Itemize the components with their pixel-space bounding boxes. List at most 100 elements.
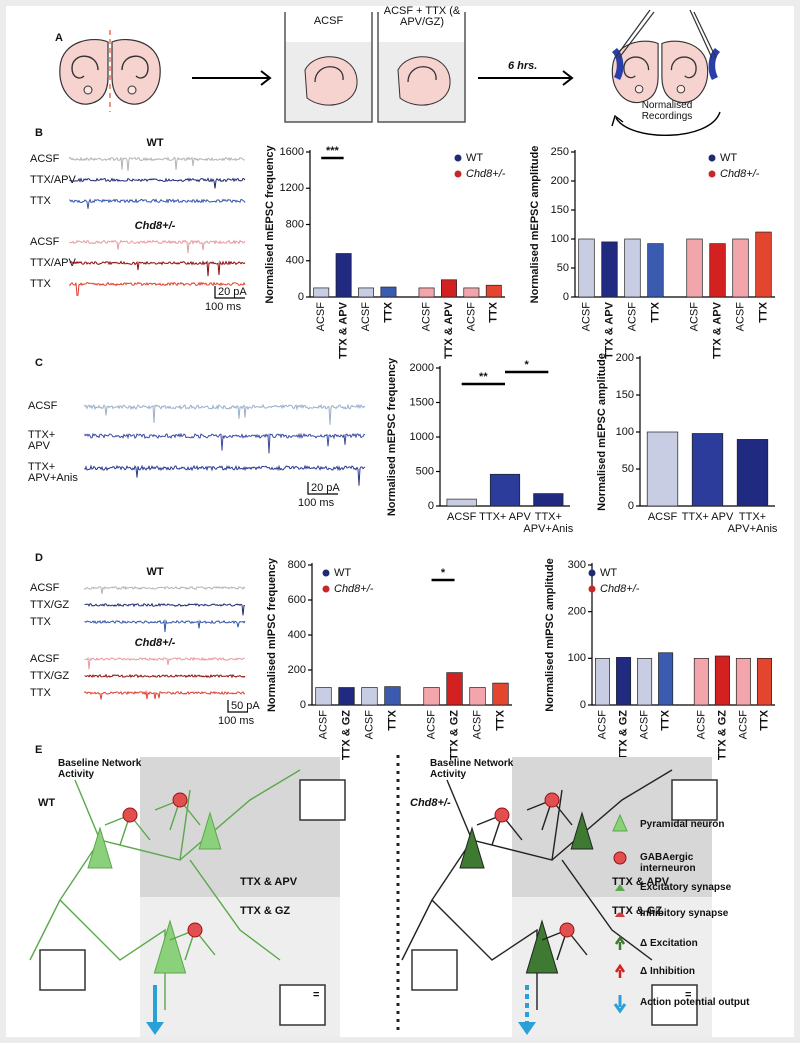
bar bbox=[578, 238, 595, 298]
hippocampus bbox=[623, 56, 650, 79]
trace-label: ACSF bbox=[30, 153, 60, 165]
y-axis-title: Normalised mEPSC amplitude bbox=[529, 146, 541, 304]
x-tick-label: ACSF bbox=[446, 511, 477, 523]
section-title: Baseline Network Activity bbox=[430, 758, 514, 780]
x-tick-label: TTX & APV bbox=[711, 301, 723, 359]
x-tick-label: TTX & APV bbox=[443, 301, 455, 359]
bar bbox=[533, 493, 564, 507]
ap-arrowhead bbox=[518, 1022, 536, 1035]
bar bbox=[756, 657, 772, 706]
x-tick-label: TTX bbox=[660, 709, 672, 730]
ventricle bbox=[127, 85, 137, 95]
hippocampus bbox=[121, 55, 149, 79]
y-tick-label: 800 bbox=[286, 218, 304, 230]
trace bbox=[84, 585, 246, 594]
trace-label: ACSF bbox=[30, 653, 60, 665]
y-tick-label: 0 bbox=[628, 500, 634, 512]
scale-bar bbox=[214, 286, 245, 299]
trace bbox=[69, 156, 246, 172]
bar bbox=[647, 243, 664, 298]
legend-marker bbox=[322, 585, 330, 593]
arrow-label: 6 hrs. bbox=[508, 60, 537, 72]
bar bbox=[361, 687, 378, 706]
y-tick-label: 500 bbox=[416, 465, 434, 477]
legend-label: Chd8+/- bbox=[720, 168, 760, 180]
interneuron bbox=[187, 922, 203, 938]
bar bbox=[489, 473, 521, 507]
genotype-label: Chd8+/- bbox=[410, 797, 451, 809]
bar bbox=[423, 687, 440, 706]
y-tick-label: 400 bbox=[288, 629, 306, 641]
x-tick-label: ACSF bbox=[737, 710, 749, 740]
dendrite bbox=[401, 769, 673, 1010]
legend-marker bbox=[708, 170, 716, 178]
bar bbox=[469, 687, 486, 706]
bar bbox=[380, 286, 397, 298]
y-tick-label: 0 bbox=[428, 500, 434, 512]
interneuron bbox=[122, 807, 138, 823]
x-tick-label: TTX & APV bbox=[338, 301, 350, 359]
legend-marker bbox=[708, 154, 716, 162]
interneuron bbox=[544, 792, 560, 808]
x-tick-label: TTX & GZ bbox=[340, 710, 352, 760]
y-tick-label: 250 bbox=[551, 146, 569, 158]
trace bbox=[84, 464, 366, 486]
bar bbox=[735, 657, 751, 706]
x-tick-label: TTX bbox=[758, 709, 770, 730]
panel-label: C bbox=[35, 357, 43, 369]
trace-label: TTX/APV bbox=[30, 257, 77, 269]
y-tick-label: 2000 bbox=[410, 362, 434, 374]
x-tick-label: TTX & GZ bbox=[716, 710, 728, 760]
bar bbox=[485, 284, 502, 298]
bar bbox=[315, 687, 332, 706]
y-axis-title: Normalised mIPSC amplitude bbox=[544, 558, 556, 711]
trace-label: TTX bbox=[30, 278, 51, 290]
y-axis-title: Normalised mEPSC frequency bbox=[264, 144, 276, 303]
trace-label: ACSF bbox=[28, 400, 58, 412]
y-tick-label: 800 bbox=[288, 559, 306, 571]
brain-hemisphere bbox=[661, 40, 709, 103]
x-tick-label: ACSF bbox=[471, 710, 483, 740]
electrode bbox=[614, 9, 651, 59]
y-tick-label: 600 bbox=[288, 594, 306, 606]
x-tick-label: ACSF bbox=[363, 710, 375, 740]
legend-icon bbox=[615, 912, 625, 917]
bar bbox=[686, 238, 703, 298]
x-tick-label: TTX+ APV+Anis bbox=[523, 511, 574, 535]
legend-icon bbox=[614, 935, 626, 950]
bar bbox=[755, 231, 772, 298]
bar bbox=[358, 287, 375, 298]
legend-label: WT bbox=[720, 152, 737, 164]
trace bbox=[84, 656, 246, 670]
x-tick-label: TTX bbox=[649, 301, 661, 322]
x-tick-label: TTX & APV bbox=[603, 301, 615, 359]
scale-label: 100 ms bbox=[205, 301, 242, 313]
hemisphere bbox=[611, 40, 659, 103]
trace bbox=[84, 403, 366, 425]
brain-hemisphere bbox=[111, 39, 161, 105]
x-tick-label: ACSF bbox=[647, 511, 678, 523]
x-tick-label: TTX bbox=[757, 301, 769, 322]
trace bbox=[69, 239, 246, 254]
x-tick-label: TTX bbox=[386, 709, 398, 730]
ventricle bbox=[634, 84, 644, 94]
pyramidal-neuron bbox=[198, 811, 222, 850]
bar bbox=[732, 238, 749, 298]
hippocampus bbox=[670, 56, 697, 79]
electrode bbox=[618, 11, 655, 59]
condition-label: TTX & APV bbox=[612, 876, 670, 888]
trace-label: ACSF bbox=[30, 236, 60, 248]
bar bbox=[446, 498, 477, 507]
bar bbox=[492, 682, 509, 706]
pyramidal-neuron bbox=[459, 826, 485, 869]
scale-label: 50 pA bbox=[231, 700, 260, 712]
pyramidal-neuron bbox=[525, 919, 559, 974]
bar bbox=[313, 287, 330, 298]
ventricle bbox=[83, 85, 93, 95]
y-tick-label: 50 bbox=[557, 262, 569, 274]
y-tick-label: 100 bbox=[568, 652, 586, 664]
legend-label: Pyramidal neuron bbox=[640, 819, 725, 830]
group-label: WT bbox=[146, 566, 163, 578]
y-tick-label: 150 bbox=[551, 204, 569, 216]
